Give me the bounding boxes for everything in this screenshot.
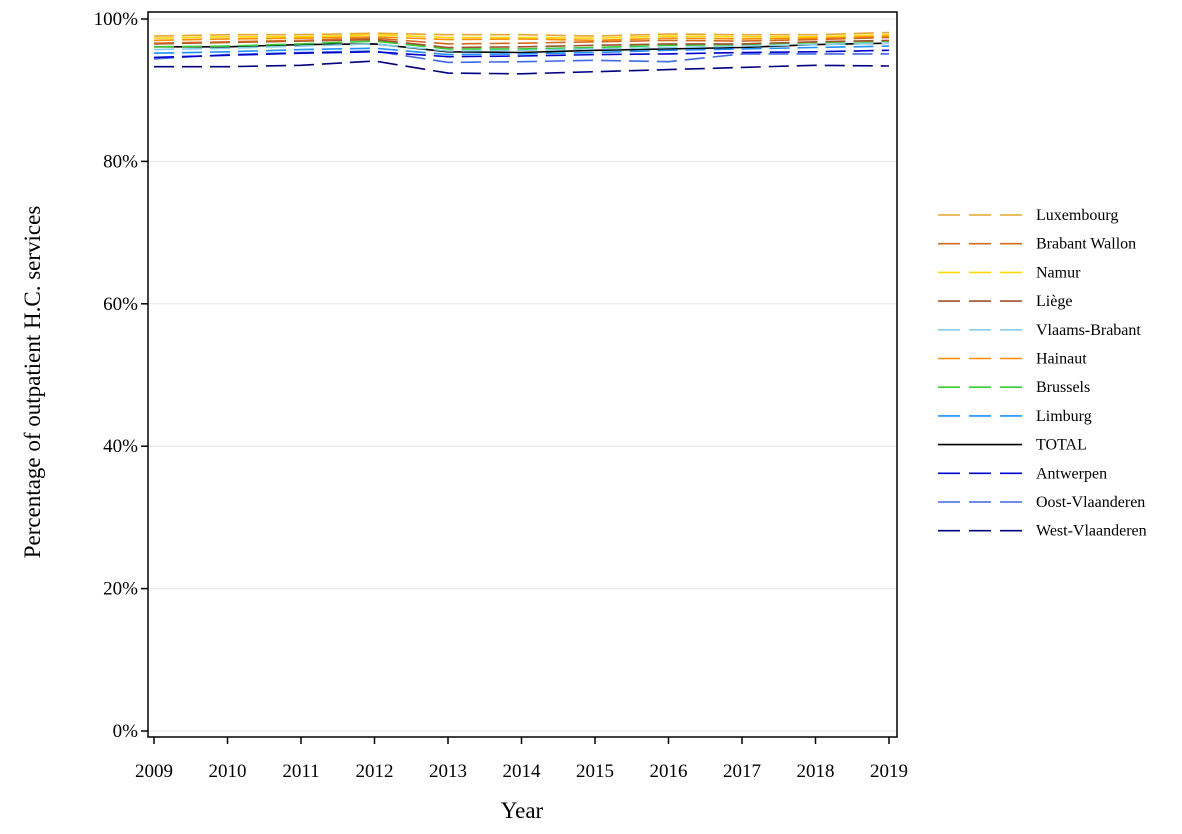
series-line-brabant-wallon [153,36,890,45]
x-tick-label: 2017 [723,761,761,782]
legend-label: West-Vlaanderen [1036,523,1147,540]
series-line-brussels [153,40,890,50]
y-axis: 0% 20% 40% 60% 80% 100% [94,9,148,742]
plot-frame [147,11,898,738]
legend-label: Vlaams-Brabant [1036,322,1141,339]
grid-lines [148,18,897,732]
y-tick-label: 60% [103,294,138,315]
legend-label: Brabant Wallon [1036,236,1136,253]
x-tick-label: 2012 [356,761,394,782]
series-line-namur [153,33,890,40]
series-lines [153,31,890,75]
x-tick-label: 2019 [870,761,908,782]
x-axis: 2009 2010 2011 2012 2013 2014 2015 2016 2017 2018… [135,737,908,782]
series-line-limburg [153,45,890,56]
legend-label: Luxembourg [1036,207,1118,224]
x-tick-label: 2009 [135,761,173,782]
y-tick-label: 100% [94,9,139,30]
y-axis-title: Percentage of outpatient H.C. services [20,206,45,559]
series-line-hainaut [153,35,890,42]
x-tick-label: 2016 [650,761,688,782]
series-line-vlaams-brabant [153,42,890,52]
legend-label: Oost-Vlaanderen [1036,494,1145,511]
legend-label: Hainaut [1036,351,1087,368]
x-tick-label: 2014 [503,761,542,782]
y-tick-label: 0% [113,721,139,742]
x-tick-label: 2011 [282,761,319,782]
x-tick-label: 2013 [429,761,467,782]
legend-label: Antwerpen [1036,465,1107,482]
legend-label: Liège [1036,293,1072,310]
x-axis-title: Year [501,798,544,823]
x-tick-label: 2010 [209,761,247,782]
legend-label: TOTAL [1036,437,1087,454]
series-line-antwerpen [153,49,890,59]
x-tick-label: 2015 [576,761,614,782]
legend: Luxembourg Brabant Wallon Namur Liège Vlaams… [938,207,1147,540]
y-tick-label: 40% [103,436,138,457]
legend-label: Limburg [1036,408,1092,425]
legend-label: Brussels [1036,379,1090,396]
series-line-west-vlaanderen [154,60,890,75]
y-tick-label: 80% [103,151,138,172]
y-tick-label: 20% [103,579,138,600]
series-line-luxembourg [153,31,890,37]
legend-label: Namur [1036,264,1081,281]
x-tick-label: 2018 [797,761,835,782]
